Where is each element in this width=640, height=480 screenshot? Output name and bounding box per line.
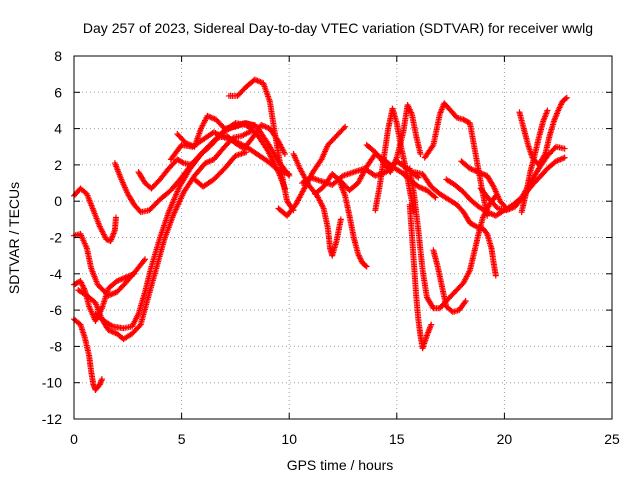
data-series-arc-29 (518, 107, 551, 216)
data-point (112, 214, 119, 221)
data-point (131, 270, 138, 277)
data-point (415, 174, 422, 181)
y-tick-label: -6 (50, 302, 63, 318)
data-point (140, 257, 147, 264)
data-series-arc-20 (406, 201, 435, 352)
data-point (461, 299, 468, 306)
data-point (281, 151, 288, 158)
y-tick-label: 0 (54, 193, 62, 209)
data-point (428, 321, 435, 328)
data-point (342, 123, 349, 130)
x-tick-label: 15 (389, 431, 405, 447)
data-point (417, 151, 424, 158)
x-tick-label: 25 (604, 431, 620, 447)
data-series-arc-4 (71, 316, 105, 393)
data-point (562, 95, 569, 102)
y-tick-label: -8 (50, 338, 63, 354)
y-axis-label: SDTVAR / TECUs (6, 182, 22, 294)
data-point (472, 222, 479, 229)
data-point (432, 194, 439, 201)
data-point (561, 154, 568, 161)
data-marks (71, 76, 570, 393)
y-tick-label: 2 (54, 157, 62, 173)
x-tick-label: 20 (497, 431, 513, 447)
data-point (243, 149, 250, 156)
data-point (462, 298, 469, 305)
y-tick-label: 4 (54, 121, 62, 137)
data-series-arc-3 (71, 270, 138, 324)
axis-ticks: 0 5 10 15 20 25 -12 -10 -8 -6 -4 -2 0 2 4 6 8 (42, 48, 620, 447)
data-point (285, 171, 292, 178)
data-point (340, 125, 347, 132)
data-series-arc-1 (71, 185, 119, 245)
data-point (362, 262, 369, 269)
data-series-arc-14 (290, 151, 344, 259)
data-point (363, 263, 370, 270)
data-point (541, 152, 548, 159)
x-axis-label: GPS time / hours (287, 457, 394, 473)
data-series-arc-10 (191, 149, 250, 190)
data-point (142, 256, 149, 263)
data-series-arc-15 (335, 176, 370, 270)
data-series-arc-22 (430, 247, 469, 315)
data-point (286, 172, 293, 179)
y-tick-label: 8 (54, 48, 62, 64)
grid-lines (74, 56, 612, 419)
data-point (98, 376, 105, 383)
y-tick-label: -2 (50, 230, 63, 246)
data-series-arc-12 (225, 76, 297, 214)
data-point (431, 193, 438, 200)
data-point (544, 107, 551, 114)
data-series-arc-18 (363, 102, 424, 176)
y-tick-label: 6 (54, 84, 62, 100)
data-point (492, 272, 499, 279)
x-tick-label: 5 (178, 431, 186, 447)
data-point (561, 145, 568, 152)
chart-title: Day 257 of 2023, Sidereal Day-to-day VTE… (83, 20, 593, 36)
data-point (179, 159, 186, 166)
data-series-arc-23 (411, 169, 499, 279)
x-tick-label: 0 (70, 431, 78, 447)
x-tick-label: 10 (281, 431, 297, 447)
data-point (337, 216, 344, 223)
data-point (563, 94, 570, 101)
y-tick-label: -4 (50, 266, 63, 282)
data-point (220, 124, 227, 131)
y-tick-label: -10 (42, 375, 62, 391)
y-tick-label: -12 (42, 411, 62, 427)
